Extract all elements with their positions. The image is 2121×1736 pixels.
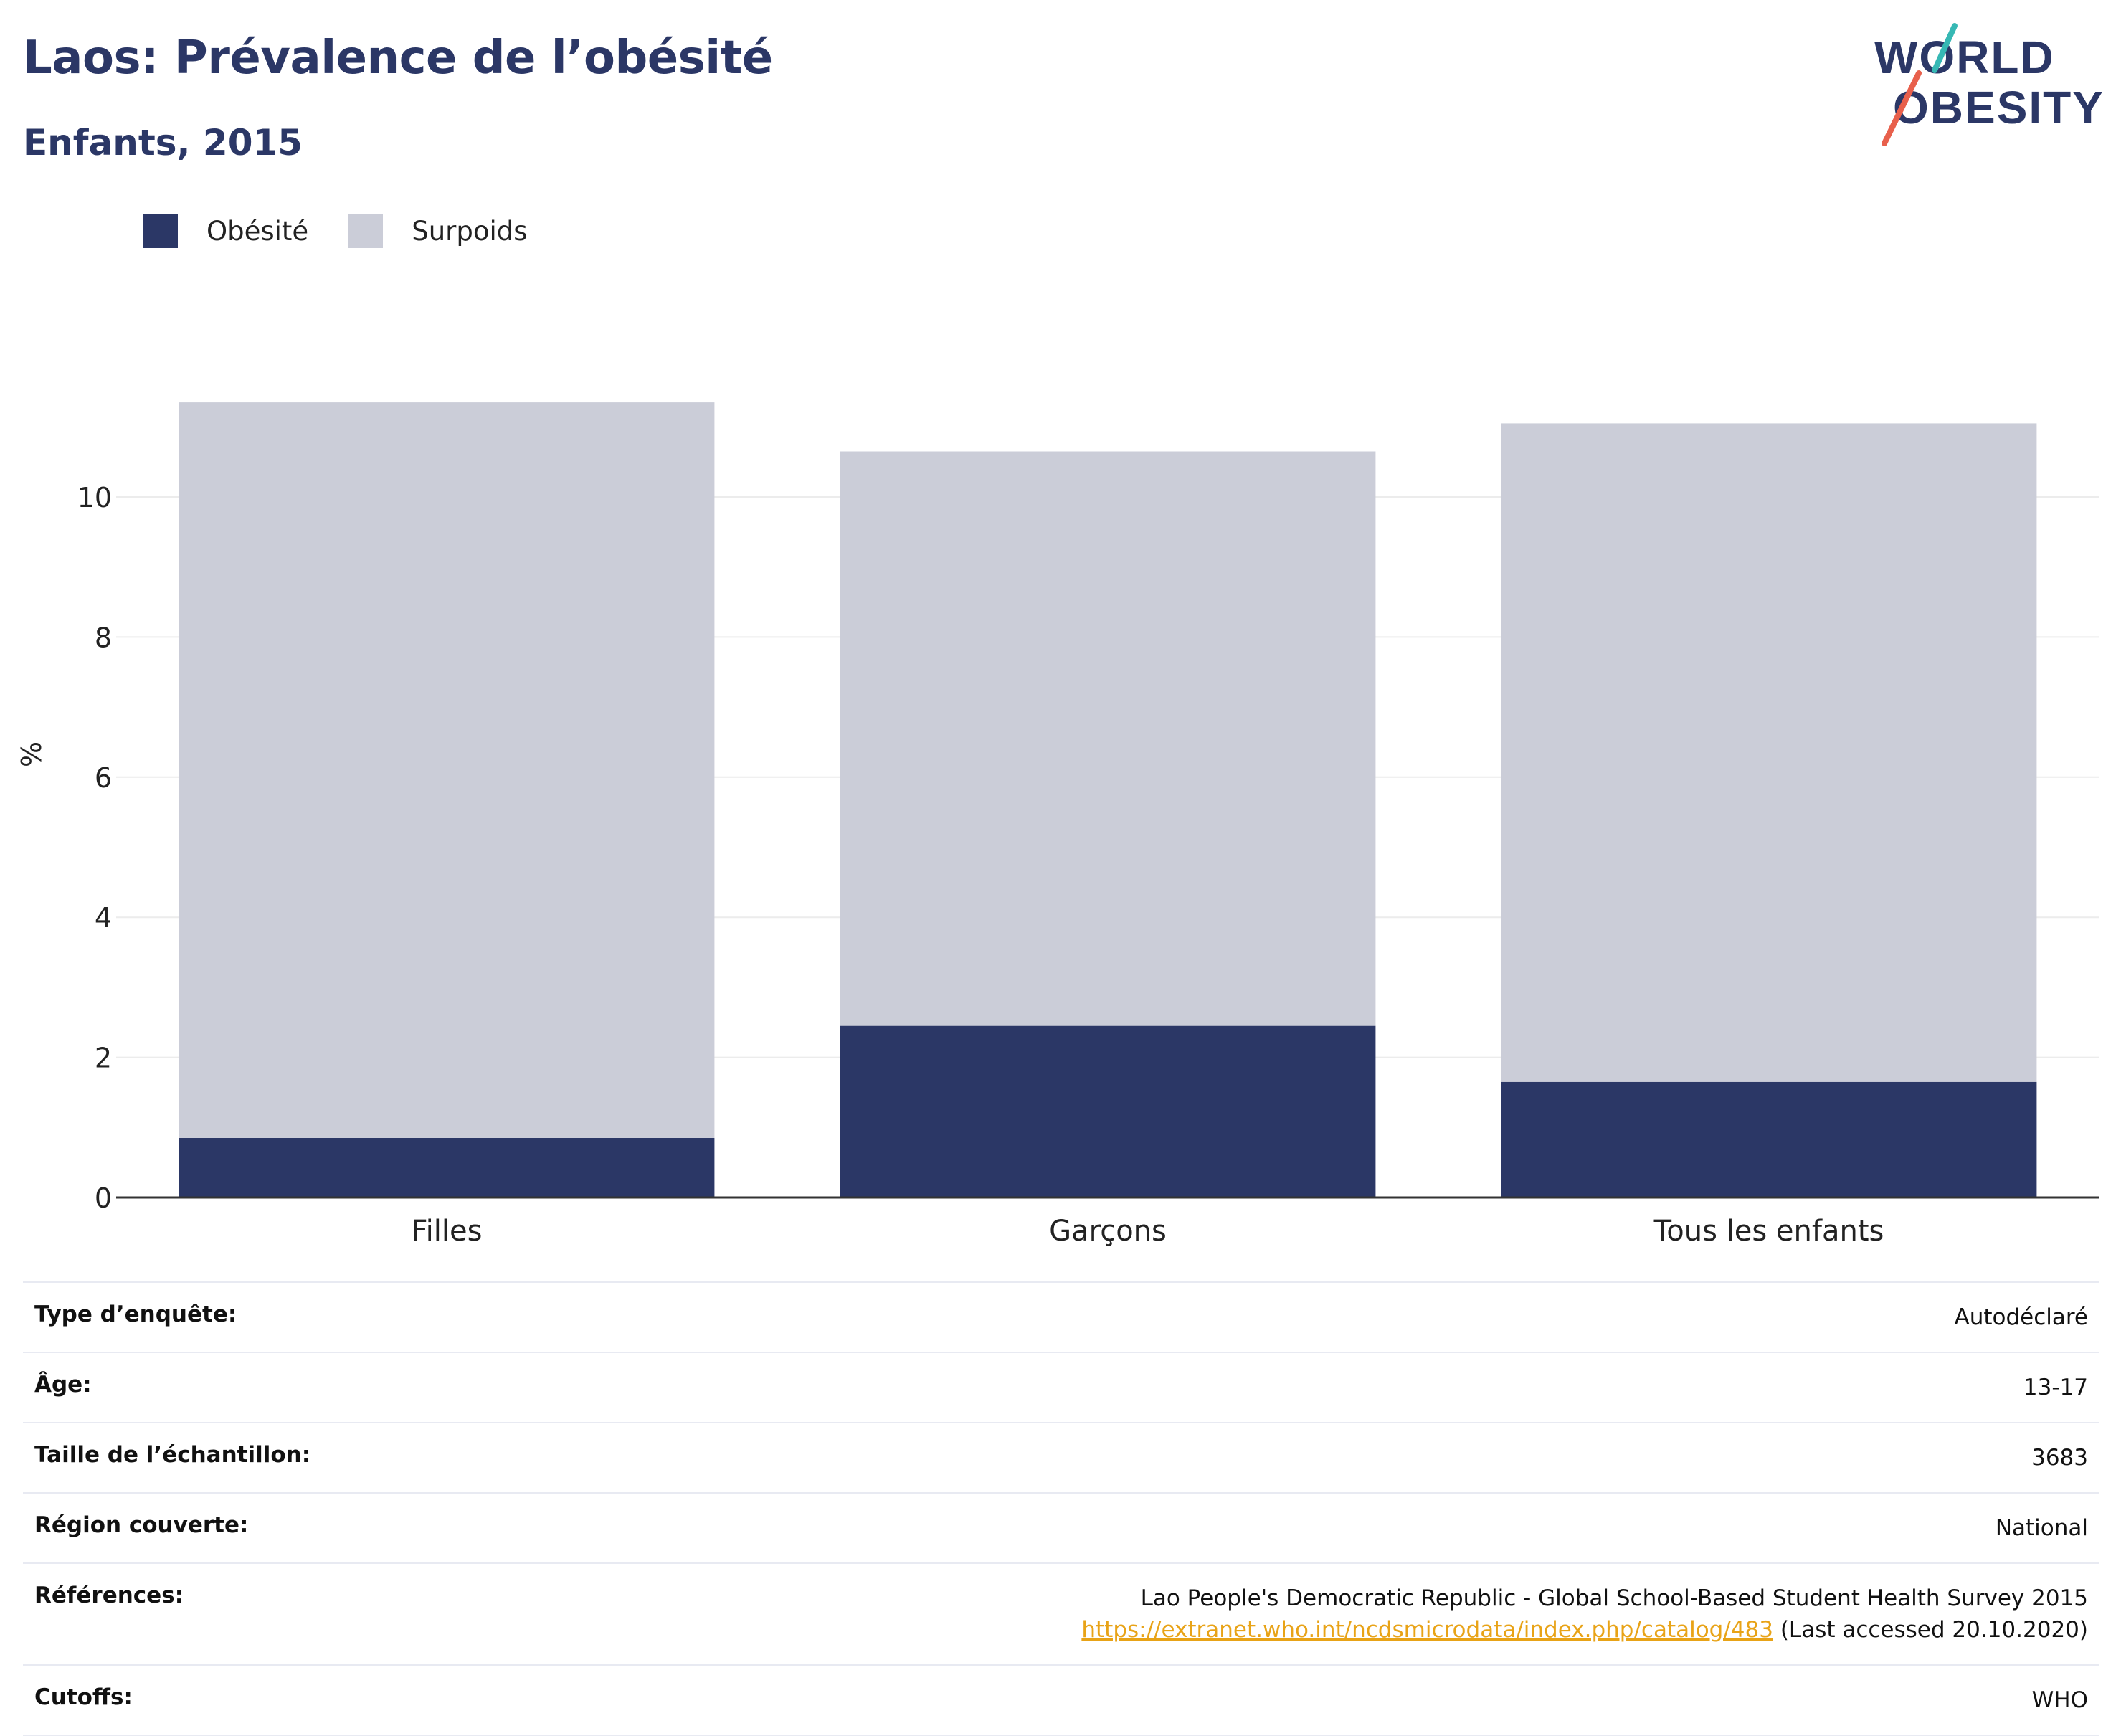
detail-key: Taille de l’échantillon: [34, 1442, 311, 1468]
detail-value: Lao People's Democratic Republic - Globa… [490, 1563, 2099, 1665]
chart-legend: Obésité Surpoids [143, 214, 568, 248]
legend-swatch-surpoids [348, 214, 384, 248]
svg-text:WORLD: WORLD [1874, 32, 2055, 83]
y-tick-label: 0 [95, 1182, 112, 1214]
table-row: Références: Lao People's Democratic Repu… [23, 1563, 2099, 1665]
bar-obesite [179, 1137, 715, 1197]
world-obesity-logo: WORLD OBESITY [1874, 23, 2105, 146]
x-tick-label: Tous les enfants [1653, 1215, 1884, 1248]
legend-item-obesite[interactable]: Obésité [143, 214, 308, 248]
table-row: Type d’enquête: Autodéclaré [23, 1282, 2099, 1352]
y-tick-label: 4 [95, 902, 112, 934]
reference-link[interactable]: https://extranet.who.int/ncdsmicrodata/i… [1081, 1617, 1773, 1643]
bar-obesite [1501, 1081, 2037, 1197]
detail-key: Cutoffs: [34, 1684, 133, 1710]
x-tick-label: Filles [412, 1215, 483, 1248]
bar-obesite [840, 1025, 1376, 1197]
reference-title: Lao People's Democratic Republic - Globa… [1140, 1585, 2088, 1611]
detail-value: 13-17 [2023, 1375, 2088, 1400]
svg-text:OBESITY: OBESITY [1893, 82, 2105, 133]
legend-label: Obésité [207, 215, 309, 247]
detail-value: Autodéclaré [1954, 1304, 2088, 1330]
y-tick-label: 2 [95, 1043, 112, 1074]
y-tick-label: 6 [95, 762, 112, 794]
legend-swatch-obesite [143, 214, 178, 248]
legend-label: Surpoids [412, 215, 528, 247]
detail-value: National [1995, 1515, 2088, 1541]
bar-surpoids [1501, 423, 2037, 1082]
detail-key: Région couverte: [34, 1512, 249, 1538]
bar-surpoids [840, 451, 1376, 1026]
details-table: Type d’enquête: Autodéclaré Âge: 13-17 T… [23, 1281, 2099, 1736]
detail-value: 3683 [2031, 1445, 2088, 1471]
y-tick-label: 8 [95, 622, 112, 653]
page-subtitle: Enfants, 2015 [23, 122, 303, 163]
bar-surpoids [179, 402, 715, 1138]
detail-key: Références: [34, 1583, 184, 1608]
page-title: Laos: Prévalence de l’obésité [23, 32, 773, 85]
stacked-bar-chart: 0 2 4 6 8 10 Filles Garçons Tous les enfants [77, 402, 2099, 1248]
table-row: Cutoffs: WHO [23, 1665, 2099, 1735]
reference-line: https://extranet.who.int/ncdsmicrodata/i… [502, 1614, 2088, 1646]
legend-item-surpoids[interactable]: Surpoids [348, 214, 528, 248]
table-row: Région couverte: National [23, 1493, 2099, 1563]
detail-value: WHO [2031, 1687, 2088, 1713]
y-tick-label: 10 [77, 482, 112, 513]
table-row: Taille de l’échantillon: 3683 [23, 1423, 2099, 1493]
x-tick-label: Garçons [1049, 1215, 1167, 1248]
detail-key: Âge: [34, 1372, 92, 1398]
table-row: Âge: 13-17 [23, 1352, 2099, 1423]
reference-note: (Last accessed 20.10.2020) [1780, 1617, 2088, 1643]
detail-key: Type d’enquête: [34, 1301, 237, 1327]
